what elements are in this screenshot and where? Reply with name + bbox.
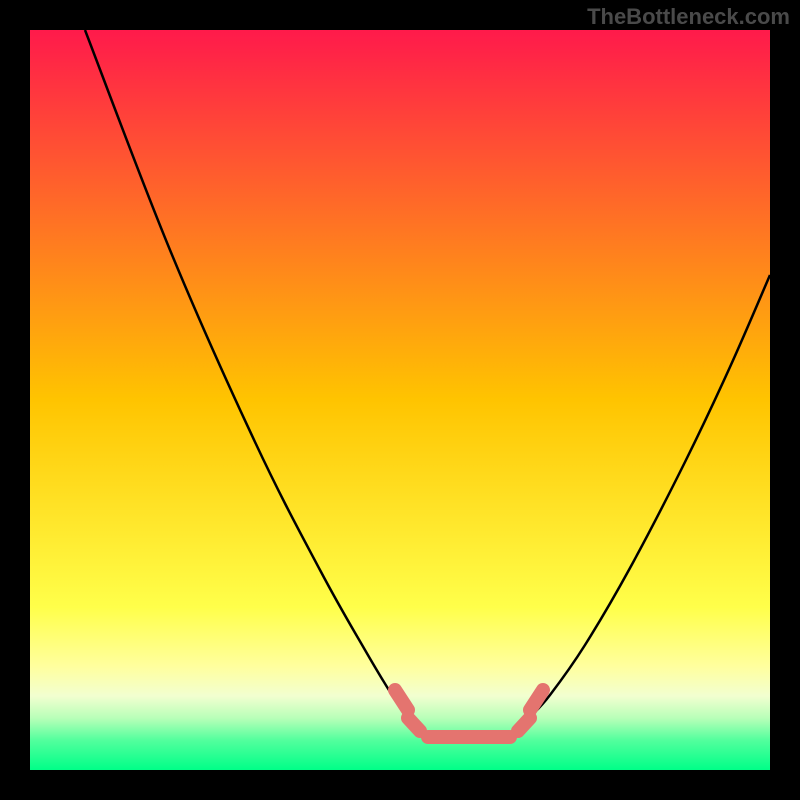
plot-area xyxy=(30,30,770,770)
bottom-segment-0 xyxy=(395,690,408,710)
watermark-text: TheBottleneck.com xyxy=(587,4,790,30)
bottom-segment-3 xyxy=(518,718,530,731)
right-curve xyxy=(530,275,770,717)
left-curve xyxy=(85,30,408,718)
bottom-segment-1 xyxy=(408,718,420,731)
curve-layer xyxy=(30,30,770,770)
